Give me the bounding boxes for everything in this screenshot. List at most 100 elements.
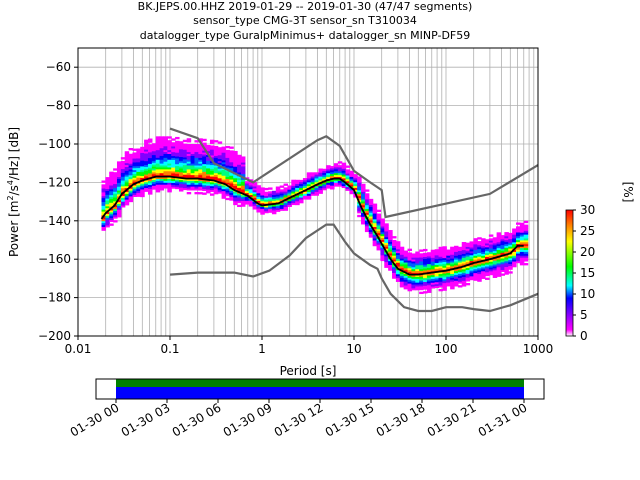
heatmap-cell [438, 275, 443, 278]
heatmap-cell [167, 186, 172, 189]
heatmap-cell [140, 190, 145, 194]
heatmap-cell [322, 172, 327, 175]
heatmap-cell [407, 271, 413, 275]
heatmap-cell [128, 159, 134, 162]
heatmap-cell [167, 172, 172, 176]
heatmap-cell [504, 255, 509, 258]
heatmap-cell [171, 149, 176, 153]
heatmap-cell [314, 181, 320, 185]
heatmap-cell [155, 190, 161, 193]
heatmap-cell [229, 156, 234, 159]
heatmap-cell [229, 192, 234, 195]
heatmap-cell [469, 252, 474, 256]
heatmap-cell [473, 247, 478, 251]
heatmap-cell [461, 270, 467, 274]
heatmap-cell [523, 249, 529, 252]
heatmap-cell [438, 262, 443, 265]
heatmap-cell [175, 173, 180, 176]
heatmap-cell [155, 186, 161, 189]
heatmap-cell [167, 176, 172, 179]
heatmap-cell [101, 209, 106, 212]
heatmap-cell [485, 243, 490, 246]
heatmap-cell [337, 165, 343, 168]
heatmap-cell [194, 186, 199, 189]
heatmap-cell [438, 289, 443, 292]
heatmap-cell [392, 268, 397, 272]
heatmap-cell [128, 180, 134, 183]
heatmap-cell [519, 230, 525, 233]
heatmap-cell [271, 208, 277, 211]
heatmap-cell [240, 179, 246, 182]
heatmap-cell [217, 191, 223, 194]
heatmap-cell [461, 255, 467, 258]
heatmap-cell [178, 158, 184, 161]
heatmap-cell [314, 172, 320, 175]
heatmap-cell [376, 217, 382, 220]
heatmap-cell [361, 218, 366, 221]
heatmap-cell [163, 157, 168, 160]
heatmap-cell [194, 180, 199, 183]
heatmap-cell [372, 211, 378, 214]
heatmap-cell [198, 144, 203, 147]
heatmap-cell [163, 178, 168, 181]
heatmap-cell [310, 180, 316, 183]
heatmap-cell [388, 264, 393, 267]
heatmap-cell [240, 167, 246, 171]
heatmap-cell [477, 244, 482, 248]
heatmap-cell [217, 168, 223, 171]
heatmap-cell [128, 182, 134, 185]
heatmap-cell [186, 165, 192, 168]
heatmap-cell [399, 265, 405, 269]
heatmap-cell [147, 178, 153, 182]
heatmap-cell [361, 189, 366, 192]
heatmap-cell [101, 184, 106, 187]
heatmap-cell [155, 180, 161, 183]
heatmap-cell [485, 244, 490, 248]
heatmap-cell [395, 246, 401, 250]
heatmap-cell [454, 247, 459, 251]
heatmap-cell [140, 150, 145, 153]
heatmap-cell [186, 144, 192, 147]
heatmap-cell [128, 194, 134, 197]
heatmap-cell [454, 253, 459, 256]
heatmap-cell [194, 192, 199, 195]
heatmap-cell [198, 165, 203, 168]
heatmap-cell [260, 202, 265, 206]
heatmap-cell [101, 201, 106, 204]
heatmap-cell [178, 160, 184, 163]
heatmap-cell [237, 154, 242, 158]
heatmap-cell [302, 181, 308, 185]
heatmap-cell [109, 190, 114, 194]
heatmap-cell [291, 198, 296, 202]
heatmap-cell [248, 185, 254, 188]
heatmap-cell [151, 166, 157, 169]
heatmap-cell [361, 183, 366, 187]
heatmap-cell [233, 195, 238, 198]
heatmap-cell [260, 210, 265, 213]
heatmap-cell [519, 255, 525, 258]
heatmap-cell [496, 264, 502, 268]
heatmap-cell [469, 260, 474, 263]
heatmap-cell [237, 198, 242, 202]
heatmap-cell [209, 170, 215, 173]
heatmap-cell [419, 266, 424, 270]
heatmap-cell [101, 199, 106, 202]
heatmap-cell [461, 272, 467, 276]
heatmap-cell [136, 183, 141, 186]
heatmap-cell [271, 198, 277, 201]
heatmap-cell [144, 166, 149, 169]
heatmap-cell [120, 164, 126, 168]
heatmap-cell [411, 257, 416, 260]
heatmap-cell [399, 262, 405, 265]
heatmap-cell [113, 200, 118, 204]
heatmap-cell [279, 193, 285, 196]
heatmap-cell [175, 158, 180, 161]
heatmap-cell [109, 202, 114, 205]
heatmap-cell [264, 210, 269, 214]
heatmap-cell [237, 187, 242, 190]
heatmap-cell [217, 151, 223, 154]
heatmap-cell [341, 172, 347, 175]
heatmap-cell [202, 163, 207, 167]
heatmap-cell [450, 273, 455, 276]
